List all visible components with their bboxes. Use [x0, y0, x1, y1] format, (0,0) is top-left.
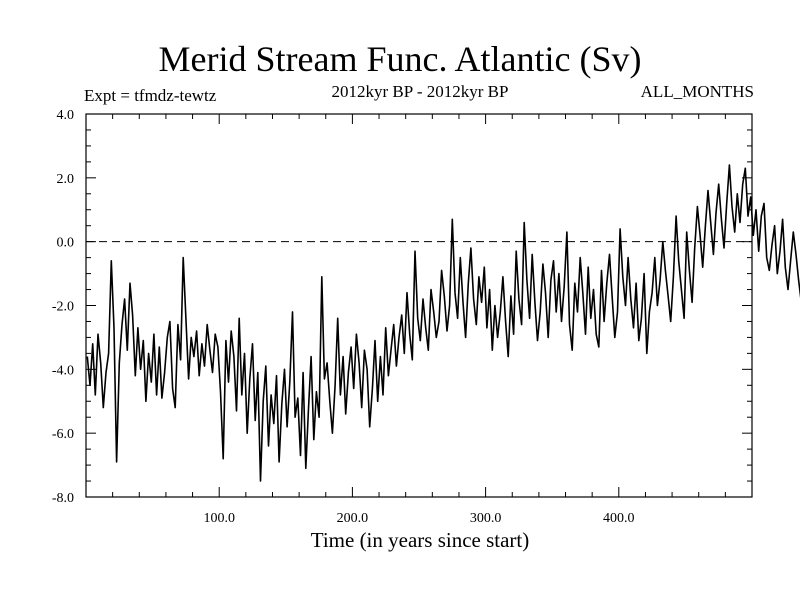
season-label: ALL_MONTHS	[640, 82, 754, 101]
x-tick-label: 200.0	[337, 511, 369, 526]
y-tick-label: 0.0	[57, 236, 75, 251]
x-tick-label: 300.0	[470, 511, 502, 526]
y-tick-label: -2.0	[52, 300, 74, 315]
plot-frame	[85, 113, 753, 498]
axis-ticks	[86, 114, 752, 497]
y-tick-label: -4.0	[52, 363, 74, 378]
tick-labels: 100.0 200.0 300.0 400.0 4.0 2.0 0.0 -2.0 -4.0 -6.…	[52, 108, 635, 526]
y-tick-label: 2.0	[57, 172, 75, 187]
chart-title: Merid Stream Func. Atlantic (Sv)	[158, 39, 642, 79]
y-tick-label: 4.0	[57, 108, 75, 123]
x-tick-label: 400.0	[603, 511, 635, 526]
y-tick-label: -6.0	[52, 427, 74, 442]
x-tick-label: 100.0	[203, 511, 235, 526]
series-line	[86, 164, 800, 482]
y-tick-label: -8.0	[52, 491, 74, 506]
period-label: 2012kyr BP - 2012kyr BP	[331, 82, 509, 101]
experiment-label: Expt = tfmdz-tewtz	[84, 86, 217, 105]
x-axis-label: Time (in years since start)	[310, 528, 530, 552]
